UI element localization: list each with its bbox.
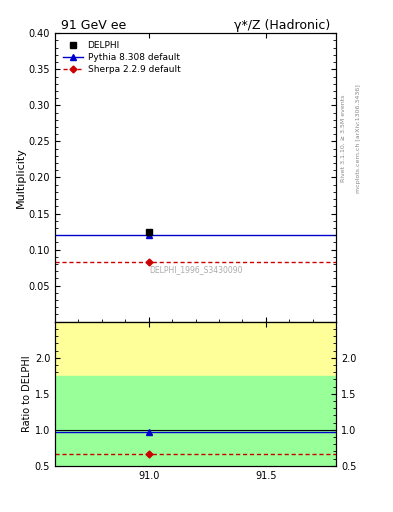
Bar [55, 376, 336, 466]
Text: DELPHI_1996_S3430090: DELPHI_1996_S3430090 [149, 265, 242, 274]
Text: Rivet 3.1.10, ≥ 3.5M events: Rivet 3.1.10, ≥ 3.5M events [341, 95, 346, 182]
Legend: DELPHI, Pythia 8.308 default, Sherpa 2.2.9 default: DELPHI, Pythia 8.308 default, Sherpa 2.2… [59, 38, 184, 77]
Y-axis label: Multiplicity: Multiplicity [16, 147, 26, 208]
Bar [55, 322, 336, 466]
Text: mcplots.cern.ch [arXiv:1306.3436]: mcplots.cern.ch [arXiv:1306.3436] [356, 84, 361, 193]
Y-axis label: Ratio to DELPHI: Ratio to DELPHI [22, 355, 32, 432]
Text: γ*/Z (Hadronic): γ*/Z (Hadronic) [234, 19, 331, 32]
Text: 91 GeV ee: 91 GeV ee [61, 19, 126, 32]
